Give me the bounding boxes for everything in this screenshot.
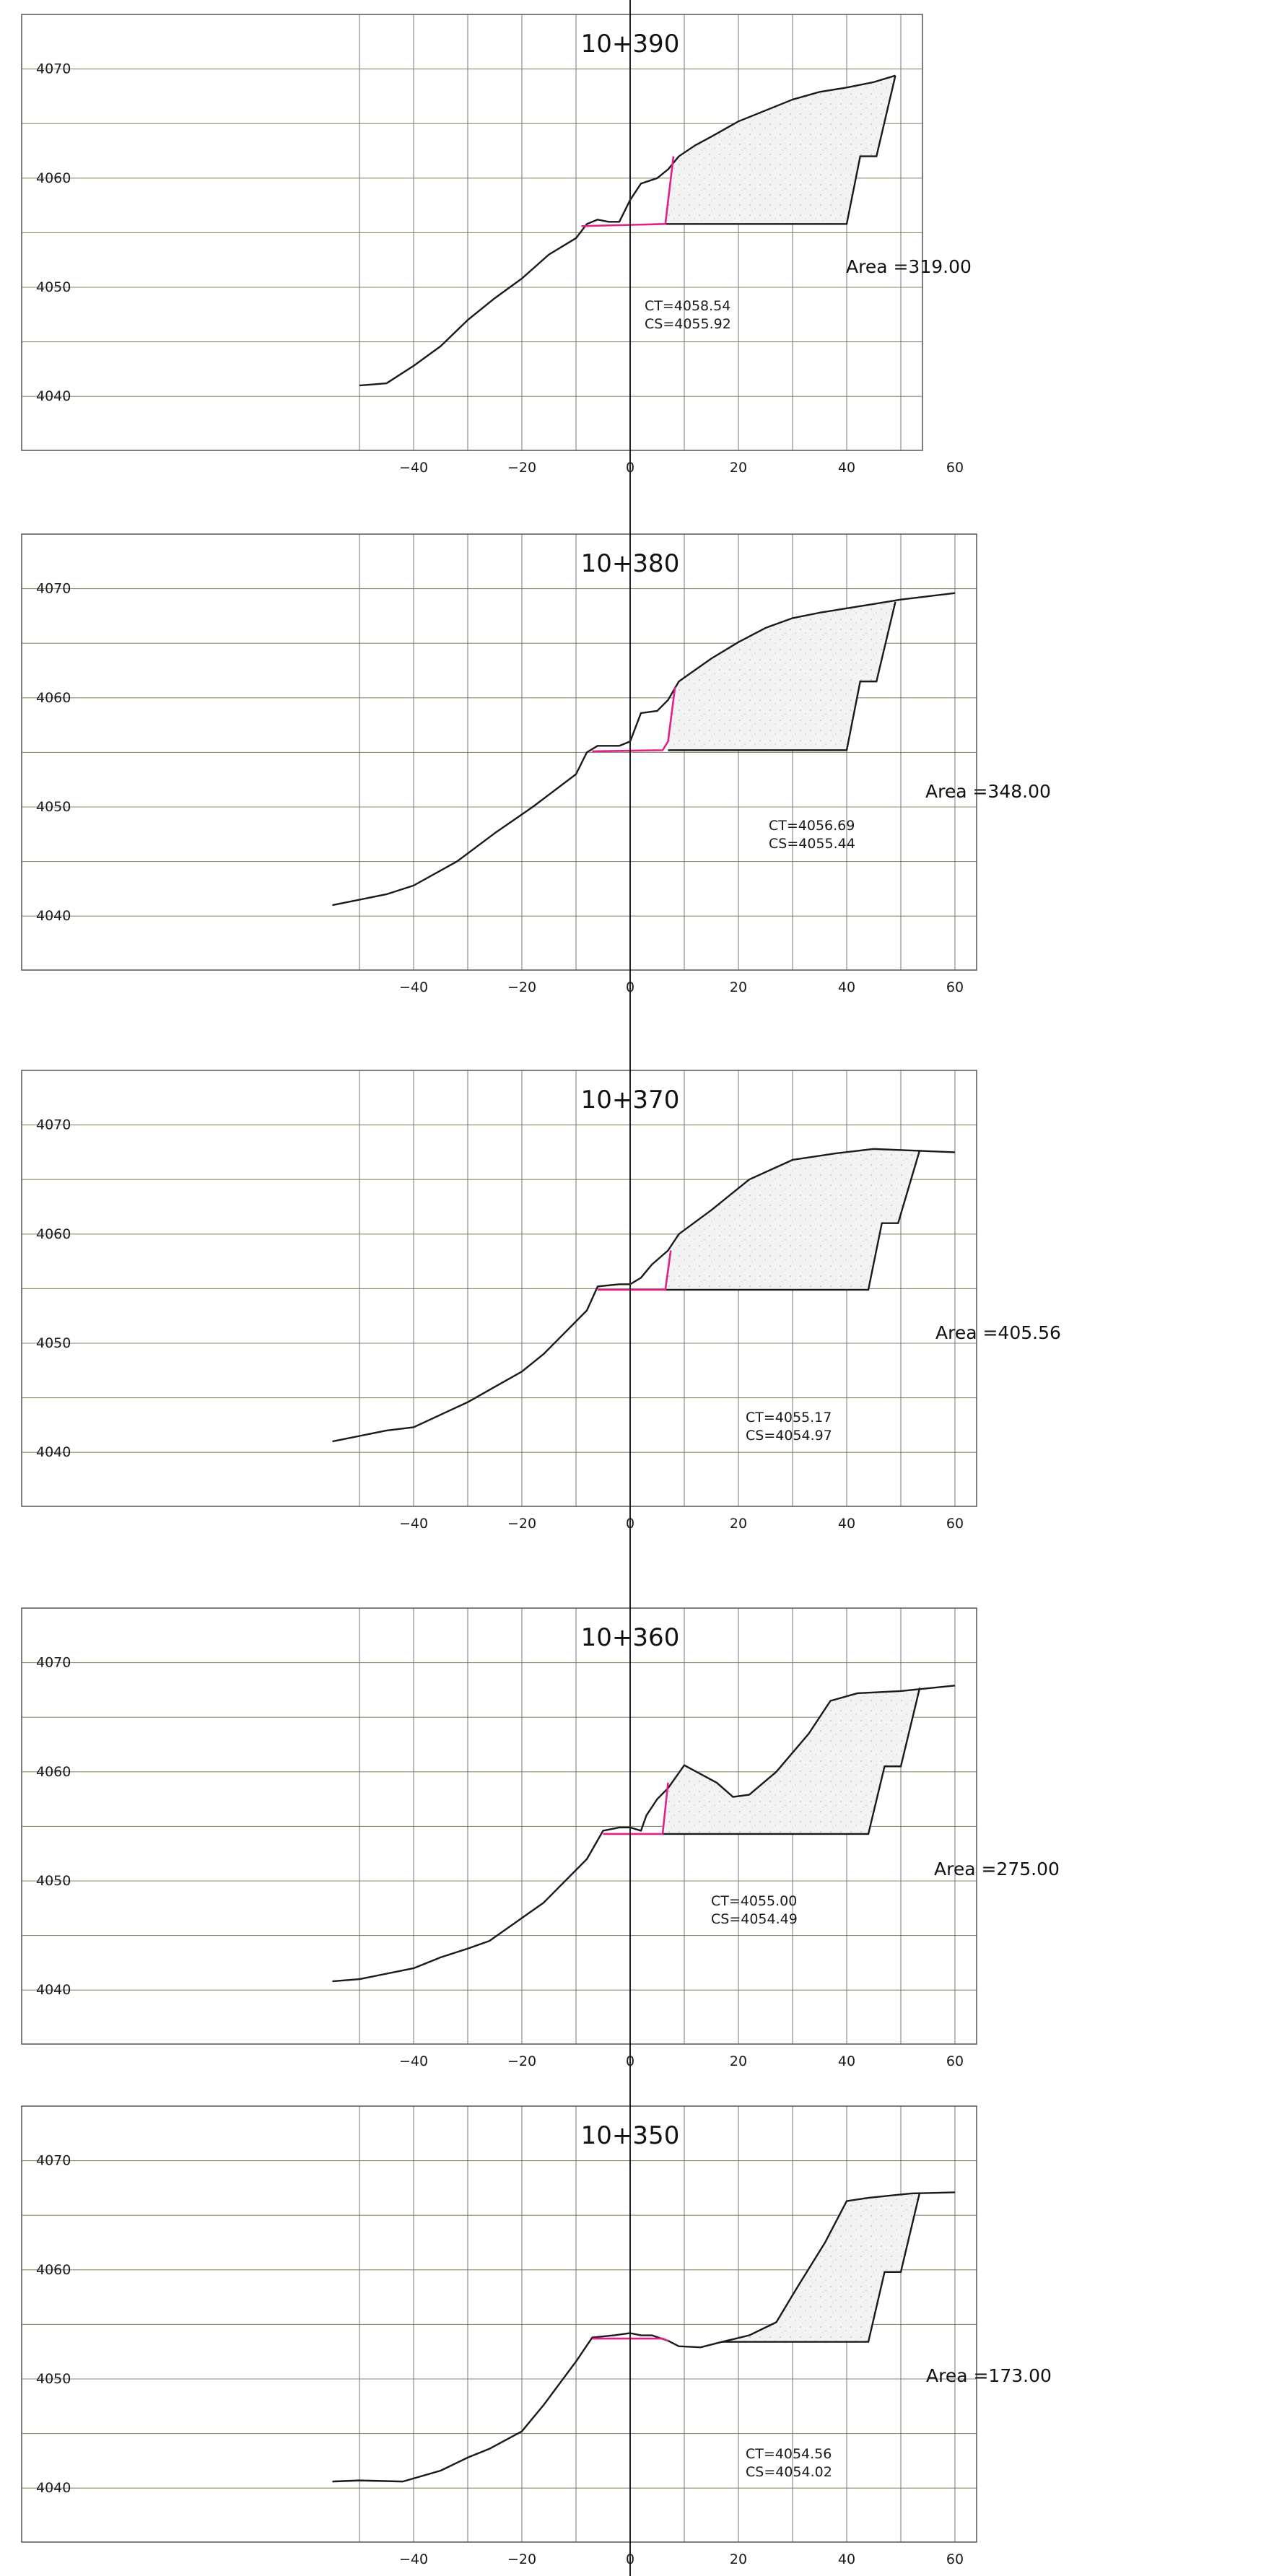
cut-outline-line [665, 75, 896, 225]
panel-frame [21, 533, 977, 971]
cut-outline-line [722, 2192, 921, 2343]
panel-frame [21, 1607, 977, 2045]
x-tick-label: 40 [838, 1516, 855, 1532]
section-panel: 4040405040604070−40−20020406010+380Area … [21, 533, 1051, 995]
cs-elevation-label: CS=4054.97 [746, 1428, 832, 1444]
x-tick-label: 20 [730, 2551, 747, 2567]
area-label: Area =173.00 [926, 2365, 1052, 2386]
x-tick-label: 60 [946, 1516, 964, 1532]
y-tick-label: 4070 [36, 1655, 71, 1671]
cut-area-fill [722, 2192, 920, 2342]
y-tick-label: 4070 [36, 61, 71, 77]
cut-area-fill [665, 75, 896, 224]
y-tick-label: 4040 [36, 2480, 71, 2496]
x-tick-label: −20 [507, 979, 536, 995]
x-tick-label: −20 [507, 1516, 536, 1532]
y-tick-label: 4040 [36, 1982, 71, 1998]
y-tick-label: 4070 [36, 581, 71, 597]
design-profile-line [598, 1250, 672, 1291]
y-tick-label: 4070 [36, 2153, 71, 2169]
panel-frame [21, 14, 923, 451]
x-tick-label: −40 [399, 460, 428, 476]
x-tick-label: −40 [399, 1516, 428, 1532]
y-tick-label: 4040 [36, 388, 71, 404]
ground-profile-line [332, 592, 956, 907]
x-tick-label: 60 [946, 460, 964, 476]
cs-elevation-label: CS=4054.02 [746, 2464, 832, 2480]
y-tick-label: 4040 [36, 1444, 71, 1460]
y-tick-label: 4050 [36, 279, 71, 295]
y-tick-label: 4050 [36, 799, 71, 815]
design-profile-line [603, 1782, 669, 1835]
y-tick-label: 4070 [36, 1117, 71, 1133]
ground-profile-line [332, 2191, 956, 2483]
x-tick-label: 40 [838, 2053, 855, 2069]
panel-frame [21, 1070, 977, 1507]
cs-elevation-label: CS=4055.44 [769, 836, 855, 852]
ct-elevation-label: CT=4055.00 [711, 1893, 797, 1909]
area-label: Area =405.56 [935, 1322, 1061, 1343]
cs-elevation-label: CS=4054.49 [711, 1911, 798, 1927]
ct-elevation-label: CT=4055.17 [746, 1410, 832, 1425]
area-label: Area =275.00 [934, 1859, 1060, 1879]
y-tick-label: 4060 [36, 1226, 71, 1242]
y-tick-label: 4050 [36, 2371, 71, 2387]
section-panel: 4040405040604070−40−20020406010+370Area … [21, 1070, 1061, 1532]
x-tick-label: −20 [507, 2551, 536, 2567]
x-tick-label: −20 [507, 460, 536, 476]
y-tick-label: 4060 [36, 1764, 71, 1780]
x-tick-label: 60 [946, 2551, 964, 2567]
x-tick-label: −40 [399, 2053, 428, 2069]
x-tick-label: −20 [507, 2053, 536, 2069]
ground-profile-line [332, 1685, 956, 1983]
ct-elevation-label: CT=4054.56 [746, 2446, 832, 2462]
x-tick-label: 20 [730, 979, 747, 995]
design-profile-line [581, 156, 675, 227]
x-tick-label: −40 [399, 979, 428, 995]
ct-elevation-label: CT=4056.69 [769, 818, 855, 834]
design-profile-line [592, 2337, 668, 2342]
x-tick-label: 20 [730, 1516, 747, 1532]
x-tick-label: 40 [838, 2551, 855, 2567]
panel-frame [21, 2105, 977, 2543]
y-tick-label: 4050 [36, 1335, 71, 1351]
cut-outline-line [663, 1688, 921, 1835]
area-label: Area =348.00 [925, 781, 1051, 802]
cut-area-fill [668, 601, 896, 751]
y-tick-label: 4060 [36, 690, 71, 706]
y-tick-label: 4060 [36, 2262, 71, 2278]
y-tick-label: 4050 [36, 1873, 71, 1889]
x-tick-label: 40 [838, 460, 855, 476]
x-tick-label: 20 [730, 460, 747, 476]
section-panel: 4040405040604070−40−20020406010+360Area … [21, 1607, 1060, 2069]
section-panel: 4040405040604070−40−20020406010+350Area … [21, 2105, 1052, 2567]
cut-area-fill [665, 1148, 920, 1290]
x-tick-label: 60 [946, 979, 964, 995]
cut-area-fill [663, 1688, 920, 1834]
cs-elevation-label: CS=4055.92 [645, 316, 731, 332]
section-panel: 4040405040604070−40−20020406010+390Area … [21, 14, 972, 476]
cut-outline-line [668, 601, 896, 751]
x-tick-label: 60 [946, 2053, 964, 2069]
x-tick-label: 20 [730, 2053, 747, 2069]
design-profile-line [592, 686, 676, 753]
ct-elevation-label: CT=4058.54 [645, 298, 730, 314]
x-tick-label: −40 [399, 2551, 428, 2567]
area-label: Area =319.00 [846, 256, 972, 277]
cut-outline-line [665, 1150, 921, 1291]
y-tick-label: 4060 [36, 170, 71, 186]
y-tick-label: 4040 [36, 908, 71, 924]
x-tick-label: 40 [838, 979, 855, 995]
